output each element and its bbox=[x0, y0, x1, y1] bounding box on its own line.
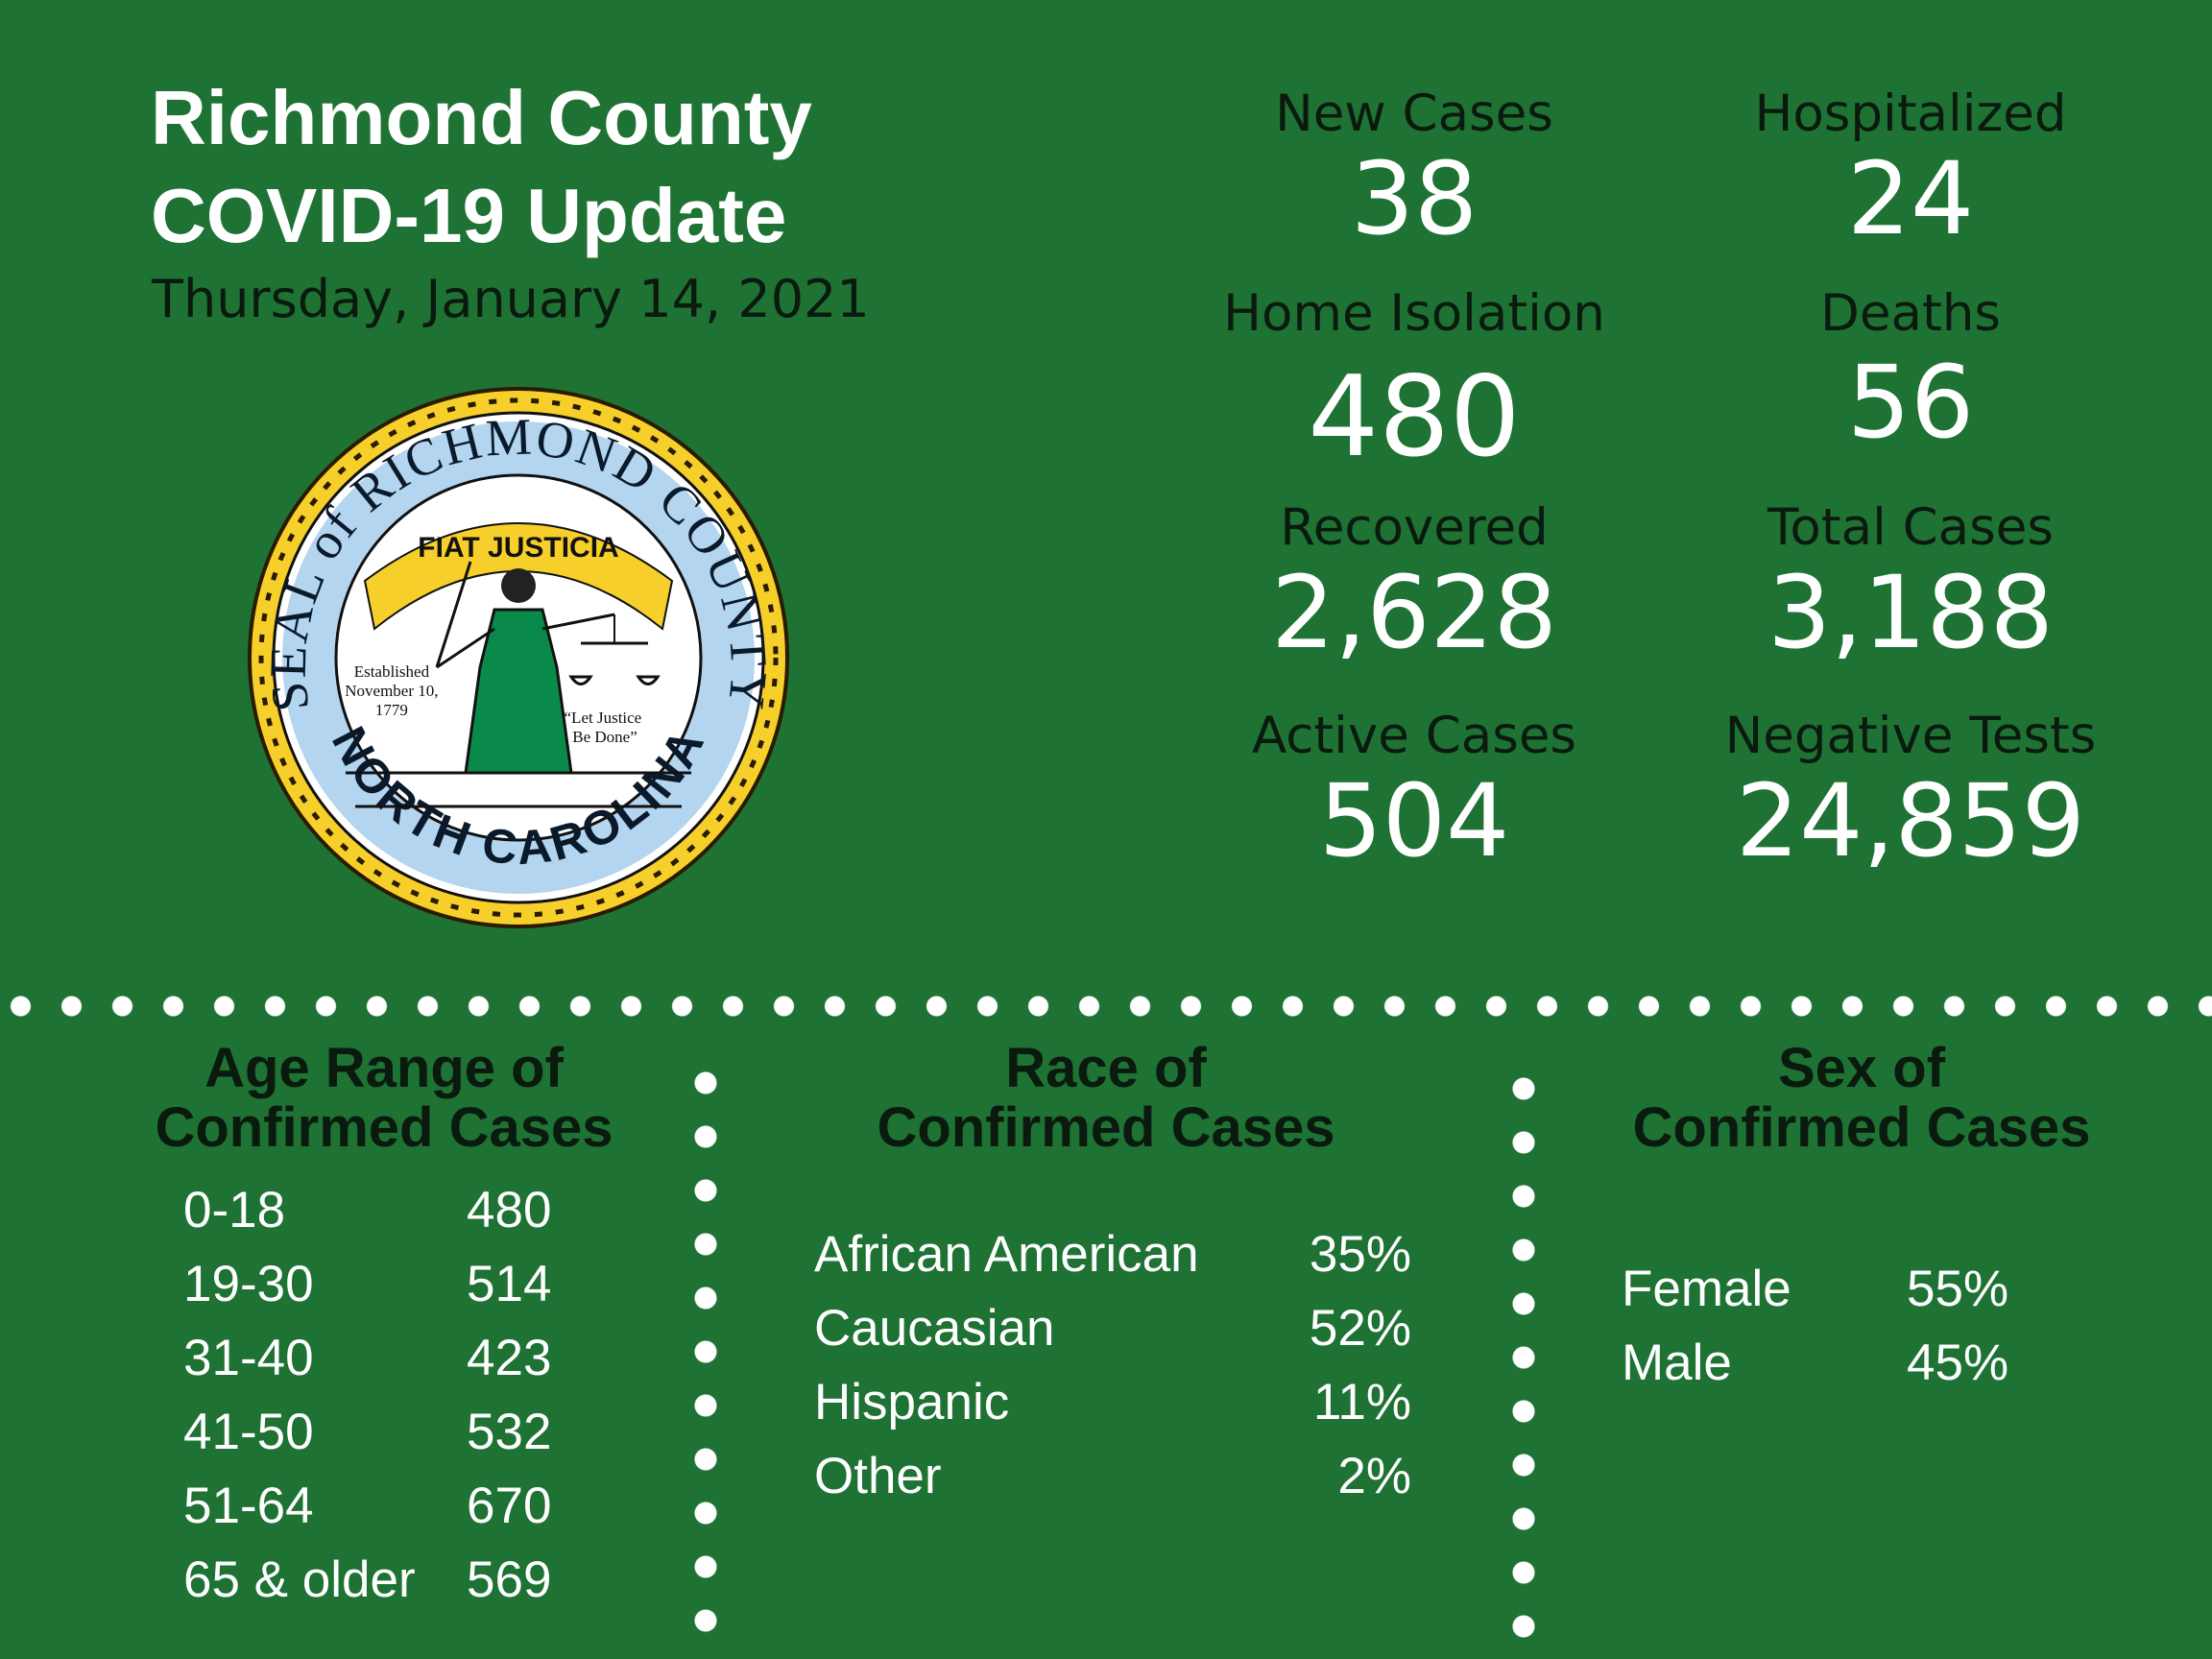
stat-label: Deaths bbox=[1820, 284, 2001, 343]
race-label: African American bbox=[814, 1226, 1199, 1283]
stat-label: New Cases bbox=[1275, 84, 1553, 143]
race-value: 35% bbox=[1309, 1226, 1411, 1283]
race-label: Caucasian bbox=[814, 1300, 1055, 1357]
age-label: 19-30 bbox=[183, 1256, 314, 1312]
stat-value: 504 bbox=[1318, 762, 1510, 879]
heading-line: Confirmed Cases bbox=[1632, 1096, 2091, 1159]
stat-recovered: Recovered 2,628 bbox=[1145, 502, 1683, 662]
age-value: 569 bbox=[467, 1551, 552, 1608]
county-seal-logo: SEAL of RICHMOND COUNTY NORTH CAROLINA F… bbox=[248, 387, 789, 928]
age-table: 0-18 480 19-30 514 31-40 423 41-50 532 51-64 670 6… bbox=[183, 1173, 611, 1617]
age-label: 31-40 bbox=[183, 1330, 314, 1386]
age-value: 480 bbox=[467, 1182, 552, 1238]
title-line-2: COVID-19 Update bbox=[151, 173, 787, 258]
stat-label: Home Isolation bbox=[1223, 284, 1605, 343]
stat-value: 2,628 bbox=[1271, 554, 1557, 671]
race-row: Other 2% bbox=[814, 1439, 1411, 1513]
stat-value: 38 bbox=[1350, 140, 1479, 257]
sex-row: Female 55% bbox=[1622, 1252, 2041, 1326]
race-row: African American 35% bbox=[814, 1217, 1411, 1291]
stat-home-isolation: Home Isolation 480 bbox=[1145, 288, 1683, 473]
stat-label: Hospitalized bbox=[1754, 84, 2067, 143]
title-line-1: Richmond County bbox=[151, 75, 812, 160]
svg-text:Established November 10,: Established November 10, 1779 “Let Justi… bbox=[345, 662, 645, 746]
age-row: 19-30 514 bbox=[183, 1247, 611, 1321]
race-table: African American 35% Caucasian 52% Hispanic 1… bbox=[814, 1217, 1411, 1513]
race-label: Other bbox=[814, 1448, 942, 1504]
stat-negative-tests: Negative Tests 24,859 bbox=[1642, 710, 2179, 871]
stat-label: Total Cases bbox=[1767, 498, 2054, 557]
sex-label: Female bbox=[1622, 1261, 1791, 1317]
sex-value: 45% bbox=[1907, 1334, 2009, 1391]
age-value: 670 bbox=[467, 1478, 552, 1534]
heading-line: Confirmed Cases bbox=[155, 1096, 613, 1159]
dotted-divider-horizontal bbox=[0, 996, 2212, 1017]
sex-value: 55% bbox=[1907, 1261, 2009, 1317]
age-value: 532 bbox=[467, 1404, 552, 1460]
race-row: Hispanic 11% bbox=[814, 1365, 1411, 1439]
stat-total-cases: Total Cases 3,188 bbox=[1642, 502, 2179, 662]
svg-text:FIAT JUSTICIA: FIAT JUSTICIA bbox=[418, 532, 618, 564]
page-title: Richmond County COVID-19 Update bbox=[151, 69, 812, 265]
heading-line: Confirmed Cases bbox=[877, 1096, 1335, 1159]
dotted-divider-vertical-1 bbox=[691, 1056, 720, 1651]
stat-hospitalized: Hospitalized 24 bbox=[1642, 88, 2179, 249]
age-row: 65 & older 569 bbox=[183, 1543, 611, 1617]
age-value: 514 bbox=[467, 1256, 552, 1312]
race-label: Hispanic bbox=[814, 1374, 1010, 1431]
age-row: 51-64 670 bbox=[183, 1469, 611, 1543]
stat-value: 24 bbox=[1846, 140, 1975, 257]
stat-label: Negative Tests bbox=[1724, 707, 2097, 765]
stat-label: Active Cases bbox=[1251, 707, 1577, 765]
age-heading: Age Range of Confirmed Cases bbox=[86, 1039, 682, 1158]
stat-value: 480 bbox=[1308, 352, 1521, 482]
age-row: 31-40 423 bbox=[183, 1321, 611, 1395]
race-value: 52% bbox=[1309, 1300, 1411, 1357]
sex-label: Male bbox=[1622, 1334, 1732, 1391]
age-value: 423 bbox=[467, 1330, 552, 1386]
sex-row: Male 45% bbox=[1622, 1326, 2041, 1400]
race-row: Caucasian 52% bbox=[814, 1291, 1411, 1365]
sex-heading: Sex of Confirmed Cases bbox=[1564, 1039, 2159, 1158]
race-value: 11% bbox=[1312, 1374, 1411, 1431]
age-label: 41-50 bbox=[183, 1404, 314, 1460]
heading-line: Sex of bbox=[1777, 1037, 1946, 1099]
stat-label: Recovered bbox=[1280, 498, 1549, 557]
age-row: 41-50 532 bbox=[183, 1395, 611, 1469]
race-value: 2% bbox=[1337, 1448, 1411, 1504]
stat-new-cases: New Cases 38 bbox=[1145, 88, 1683, 249]
age-label: 65 & older bbox=[183, 1551, 416, 1608]
race-heading: Race of Confirmed Cases bbox=[808, 1039, 1404, 1158]
stat-deaths: Deaths 56 bbox=[1642, 288, 2179, 452]
stat-value: 56 bbox=[1846, 344, 1975, 461]
sex-table: Female 55% Male 45% bbox=[1622, 1252, 2041, 1400]
stat-value: 3,188 bbox=[1767, 554, 2054, 671]
dotted-divider-vertical-2 bbox=[1509, 1062, 1538, 1657]
update-date: Thursday, January 14, 2021 bbox=[152, 269, 870, 329]
stat-value: 24,859 bbox=[1736, 762, 2085, 879]
heading-line: Race of bbox=[1005, 1037, 1207, 1099]
age-row: 0-18 480 bbox=[183, 1173, 611, 1247]
stat-active-cases: Active Cases 504 bbox=[1145, 710, 1683, 871]
age-label: 51-64 bbox=[183, 1478, 314, 1534]
heading-line: Age Range of bbox=[204, 1037, 564, 1099]
age-label: 0-18 bbox=[183, 1182, 286, 1238]
